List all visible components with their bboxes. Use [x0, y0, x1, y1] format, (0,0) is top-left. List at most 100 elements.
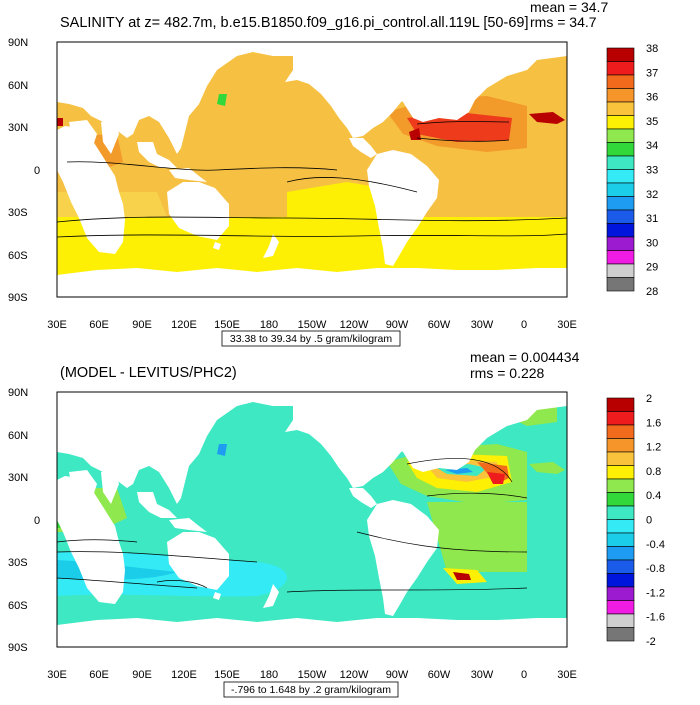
bottom-colorbar-box: [606, 546, 635, 561]
bottom-colorbar-label: 0.8: [646, 466, 661, 478]
top-colorbar-label: 32: [646, 189, 658, 201]
top-salinity-field: [57, 42, 567, 297]
top-colorbar-label: 29: [646, 262, 658, 274]
top-colorbar-box: [606, 263, 635, 278]
bottom-colorbar-box: [606, 438, 635, 453]
top-colorbar-label: 30: [646, 237, 658, 249]
mediterranean-red: [529, 112, 565, 124]
bottom-title: (MODEL - LEVITUS/PHC2): [60, 365, 237, 381]
lon-label: 90W: [386, 319, 409, 331]
lon-label: 120W: [340, 669, 369, 681]
lat-label: 60N: [8, 430, 28, 442]
red-sea-patch: [57, 118, 63, 126]
bottom-colorbar-box: [606, 424, 635, 439]
top-lon-axis: 30E 60E 90E 120E 150E 180 150W 120W 90W …: [47, 319, 577, 331]
lat-label: 90N: [8, 37, 28, 49]
top-colorbar-label: 28: [646, 286, 658, 298]
bottom-colorbar-label: -1.2: [646, 587, 665, 599]
lon-label: 90E: [132, 669, 152, 681]
bottom-colorbar-label: -0.4: [646, 539, 665, 551]
bottom-colorbar-box: [606, 505, 635, 520]
lat-label: 30S: [8, 207, 28, 219]
lon-label: 30E: [557, 319, 577, 331]
top-title: SALINITY at z= 482.7m, b.e15.B1850.f09_g…: [60, 15, 528, 31]
bottom-contours: [56, 458, 528, 593]
bottom-range-text: -.796 to 1.648 by .2 gram/kilogram: [231, 684, 391, 696]
lon-label: 150E: [214, 669, 240, 681]
bottom-colorbar-box: [606, 600, 635, 615]
top-range-box: [221, 330, 401, 347]
bottom-colorbar-label: -0.8: [646, 563, 665, 575]
lon-label: 120E: [171, 319, 197, 331]
top-colorbar-box: [606, 88, 635, 103]
top-range-text: 33.38 to 39.34 by .5 gram/kilogram: [230, 333, 393, 345]
bottom-lon-axis: 30E 60E 90E 120E 150E 180 150W 120W 90W …: [47, 669, 577, 681]
lon-label: 120E: [171, 669, 197, 681]
top-colorbar-box: [606, 47, 635, 62]
top-colorbar-box: [606, 61, 635, 76]
bottom-colorbar-box: [606, 397, 635, 412]
lat-label: 60N: [8, 80, 28, 92]
bottom-colorbar-box: [606, 573, 635, 588]
lon-label: 30E: [47, 319, 67, 331]
bottom-map: [56, 391, 568, 648]
mediterranean-patch: [529, 462, 565, 474]
top-colorbar-box: [606, 142, 635, 157]
bottom-colorbar: 2 1.6 1.2 0.8 0.4 0 -0.4 -0.8 -1.2 -1.6 -2: [606, 393, 665, 648]
top-colorbar-box: [606, 223, 635, 238]
top-colorbar-box: [606, 209, 635, 224]
top-colorbar-box: [606, 236, 635, 251]
top-colorbar-box: [606, 182, 635, 197]
lat-label: 90S: [8, 292, 28, 304]
top-colorbar-label: 31: [646, 213, 658, 225]
bottom-colorbar-box: [606, 627, 635, 642]
bottom-colorbar-label: -2: [646, 636, 656, 648]
lon-label: 60W: [428, 669, 451, 681]
bottom-panel: (MODEL - LEVITUS/PHC2) mean = 0.004434 r…: [8, 349, 665, 698]
top-colorbar-box: [606, 115, 635, 130]
bottom-colorbar-label: 2: [646, 393, 652, 405]
lat-label: 60S: [8, 600, 28, 612]
bottom-colorbar-box: [606, 613, 635, 628]
bottom-colorbar-box: [606, 478, 635, 493]
caspian-patch: [217, 94, 227, 106]
top-lat-axis: 90N 60N 30N 0 30S 60S 90S: [8, 37, 40, 304]
lon-label: 180: [260, 669, 278, 681]
bottom-colorbar-label: 0: [646, 515, 652, 527]
top-colorbar: 38 37 36 35 34 33 32 31 30 29 28: [606, 43, 658, 298]
top-colorbar-label: 33: [646, 165, 658, 177]
lon-label: 60E: [89, 669, 109, 681]
top-colorbar-label: 38: [646, 43, 658, 55]
top-colorbar-label: 36: [646, 92, 658, 104]
lon-label: 60W: [428, 319, 451, 331]
top-colorbar-box: [606, 277, 635, 292]
caspian-patch: [217, 444, 227, 456]
bottom-colorbar-label: 1.6: [646, 417, 661, 429]
bottom-colorbar-box: [606, 532, 635, 547]
lon-label: 90W: [386, 669, 409, 681]
lon-label: 60E: [89, 319, 109, 331]
top-colorbar-box: [606, 128, 635, 143]
lon-label: 0: [521, 319, 527, 331]
lat-label: 90N: [8, 387, 28, 399]
lat-label: 30N: [8, 122, 28, 134]
bottom-colorbar-box: [606, 451, 635, 466]
top-colorbar-box: [606, 250, 635, 265]
top-map: [56, 41, 568, 298]
lat-label: 30N: [8, 472, 28, 484]
lat-label: 90S: [8, 642, 28, 654]
top-colorbar-label: 37: [646, 67, 658, 79]
bottom-rms: rms = 0.228: [470, 365, 545, 381]
lat-label: 30S: [8, 557, 28, 569]
bottom-lat-axis: 90N 60N 30N 0 30S 60S 90S: [8, 387, 40, 654]
top-colorbar-box: [606, 196, 635, 211]
lon-label: 30W: [471, 319, 494, 331]
lon-label: 120W: [340, 319, 369, 331]
bottom-range-box: [223, 681, 399, 698]
lon-label: 150E: [214, 319, 240, 331]
top-rms: rms = 34.7: [530, 14, 597, 30]
lon-label: 90E: [132, 319, 152, 331]
lat-label: 60S: [8, 250, 28, 262]
bottom-colorbar-box: [606, 586, 635, 601]
lat-label: 0: [34, 165, 40, 177]
